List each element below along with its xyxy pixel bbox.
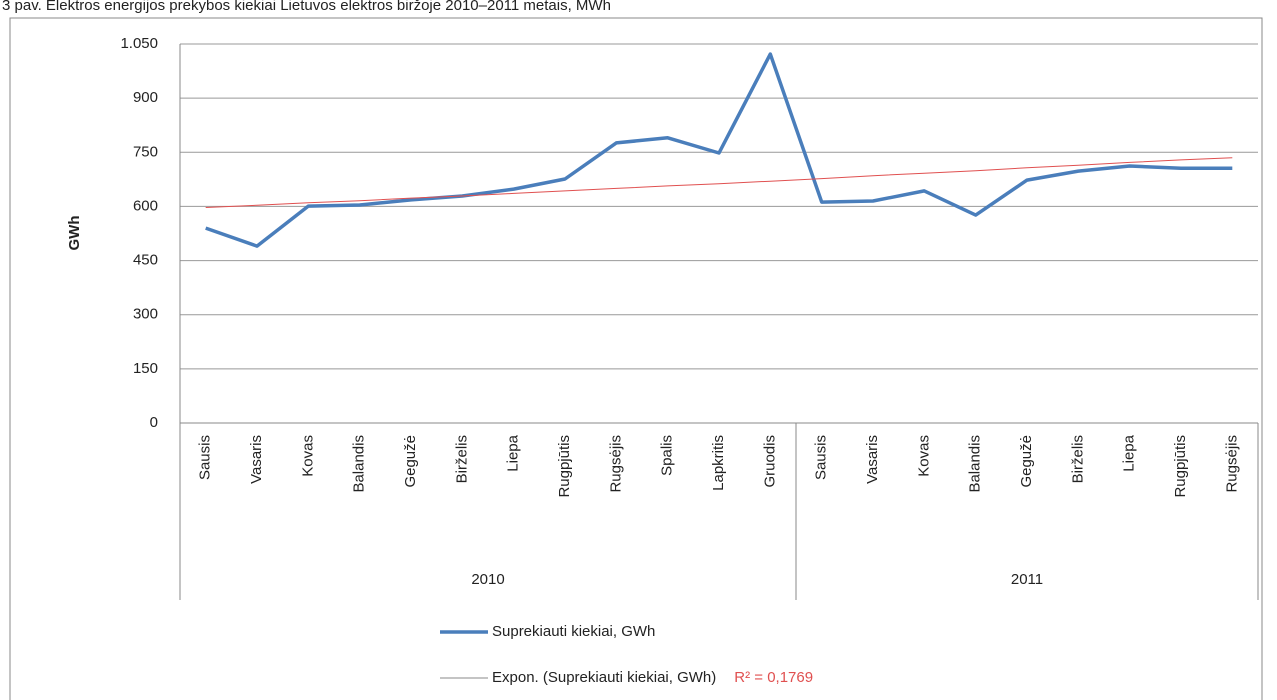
- chart-border: [9, 17, 1263, 700]
- x-tick-label: Kovas: [299, 435, 316, 477]
- x-tick-label: Kovas: [915, 435, 932, 477]
- y-tick-label: 1.050: [120, 35, 158, 52]
- data-line: [205, 52, 1233, 248]
- x-tick-label: Gegužė: [402, 435, 419, 488]
- y-tick-label: 450: [133, 252, 158, 269]
- y-axis-label: GWh: [66, 216, 83, 251]
- group-label: 2011: [1011, 571, 1043, 588]
- x-tick-label: Rugpjūtis: [556, 435, 573, 498]
- x-tick-label: Liepa: [1121, 434, 1138, 471]
- x-tick-label: Rugsėjis: [607, 435, 624, 493]
- x-tick-label: Balandis: [967, 435, 984, 493]
- y-tick-label: 900: [133, 89, 158, 106]
- y-tick-label: 300: [133, 306, 158, 323]
- chart-title: 3 pav. Elektros energijos prekybos kieki…: [2, 0, 611, 14]
- x-tick-label: Gruodis: [761, 435, 778, 488]
- x-tick-label: Liepa: [505, 434, 522, 471]
- y-tick-label: 750: [133, 143, 158, 160]
- group-label: 2010: [471, 571, 504, 588]
- x-tick-label: Gegužė: [1018, 435, 1035, 488]
- x-tick-label: Sausis: [813, 435, 830, 480]
- y-tick-label: 600: [133, 197, 158, 214]
- x-tick-label: Vasaris: [248, 435, 265, 484]
- y-tick-label: 0: [150, 414, 158, 431]
- x-tick-label: Sausis: [197, 435, 214, 480]
- x-tick-label: Birželis: [453, 435, 470, 483]
- x-tick-label: Lapkritis: [710, 435, 727, 491]
- trend-line: [205, 157, 1233, 208]
- legend-label: Expon. (Suprekiauti kiekiai, GWh): [492, 669, 716, 686]
- x-tick-label: Spalis: [659, 435, 676, 476]
- x-tick-label: Balandis: [351, 435, 368, 493]
- y-tick-label: 150: [133, 360, 158, 377]
- x-tick-label: Rugpjūtis: [1172, 435, 1189, 498]
- x-tick-label: Rugsėjis: [1223, 435, 1240, 493]
- x-tick-label: Vasaris: [864, 435, 881, 484]
- r-squared: R² = 0,1769: [734, 669, 813, 686]
- x-tick-label: Birželis: [1069, 435, 1086, 483]
- legend-label: Suprekiauti kiekiai, GWh: [492, 623, 655, 640]
